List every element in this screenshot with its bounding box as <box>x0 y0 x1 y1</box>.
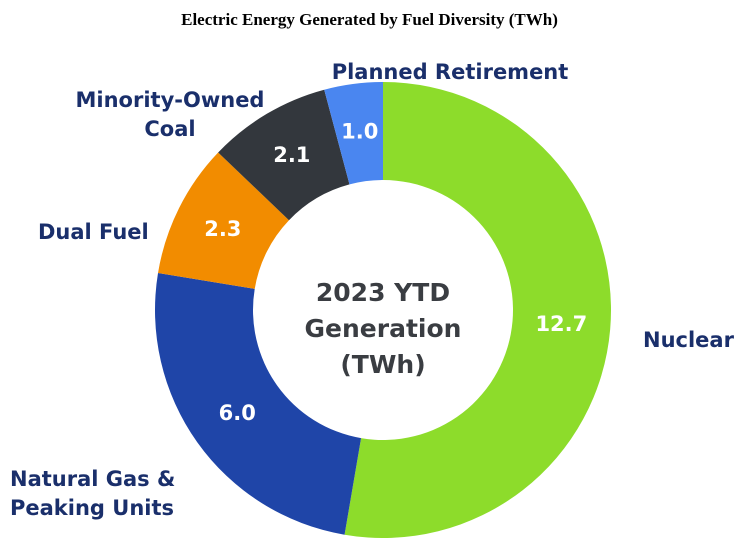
value-label: 2.3 <box>204 217 241 241</box>
slice <box>218 89 350 221</box>
category-label: Minority-Owned Coal <box>75 88 265 141</box>
category-label: Natural Gas & Peaking Units <box>10 467 176 520</box>
value-label: 12.7 <box>535 312 587 336</box>
slice <box>344 82 611 539</box>
slice <box>154 273 362 535</box>
category-label: Dual Fuel <box>38 220 149 244</box>
center-label: 2023 YTD Generation (TWh) <box>304 278 462 379</box>
category-label: Planned Retirement <box>331 60 569 84</box>
chart-title: Electric Energy Generated by Fuel Divers… <box>181 10 558 29</box>
slice <box>324 82 383 185</box>
slice <box>158 152 290 289</box>
value-label: 6.0 <box>219 401 256 425</box>
value-label: 2.1 <box>273 143 310 167</box>
value-label: 1.0 <box>341 120 378 144</box>
category-label: Nuclear <box>643 328 734 352</box>
